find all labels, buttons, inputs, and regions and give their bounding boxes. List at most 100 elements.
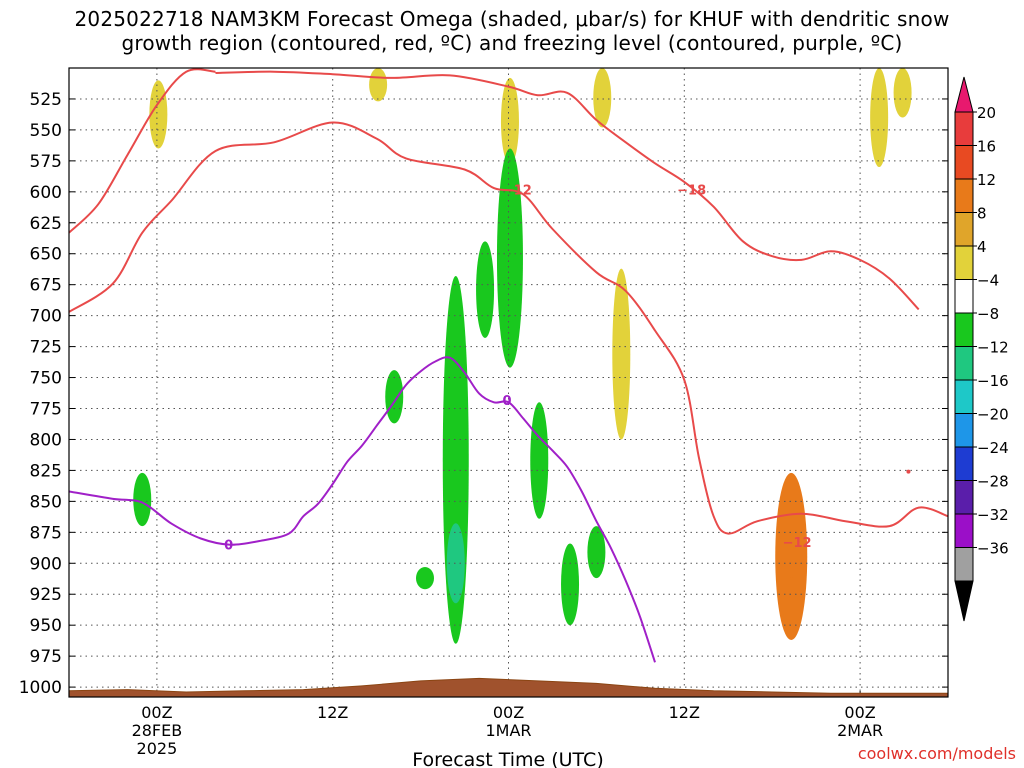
y-tick-label: 925: [30, 585, 62, 605]
colorbar-box: [954, 145, 974, 180]
colorbar-bottom-arrow: [954, 580, 974, 622]
y-tick-label: 800: [30, 430, 62, 450]
colorbar-label: 4: [977, 238, 987, 256]
y-tick-label: 625: [30, 214, 62, 234]
colorbar-box: [954, 212, 974, 247]
y-tick-label: 650: [30, 245, 62, 265]
chart-title-line-1: 2025022718 NAM3KM Forecast Omega (shaded…: [74, 7, 950, 31]
x-tick-date: 1MAR: [485, 721, 531, 740]
x-tick-label: 12Z: [317, 703, 348, 722]
omega-up-blob-8: [587, 526, 606, 579]
omega-up-blob-2: [415, 566, 434, 590]
y-tick-label: 1000: [19, 678, 62, 698]
colorbar-box: [954, 513, 974, 548]
x-tick-label: 00Z: [141, 703, 172, 722]
colorbar-label: −36: [977, 540, 1009, 558]
omega-down-blob-2: [500, 77, 519, 165]
colorbar-box: [954, 245, 974, 280]
omega-down-blob-0: [149, 80, 168, 149]
y-tick-label: 975: [30, 647, 62, 667]
contour-label: 0: [224, 539, 233, 554]
gridlines: [69, 68, 948, 697]
y-tick-label: 575: [30, 152, 62, 172]
omega-up-blob-6: [530, 402, 549, 519]
x-tick-year: 2025: [137, 739, 178, 758]
colorbar-label: 20: [977, 104, 996, 122]
omega-shading: [133, 68, 912, 644]
dgz-contour-dot: [906, 469, 911, 474]
colorbar-label: −32: [977, 506, 1009, 524]
y-tick-label: 750: [30, 369, 62, 389]
x-tick-date: 2MAR: [837, 721, 883, 740]
colorbar-label: −12: [977, 339, 1009, 357]
contour-label: 0: [503, 394, 512, 409]
y-tick-label: 725: [30, 338, 62, 358]
y-tick-label: 550: [30, 121, 62, 141]
terrain-shape: [69, 677, 948, 697]
omega-up-blob-1: [385, 370, 404, 424]
omega-down-core: [785, 513, 798, 578]
contour-label: −12: [503, 183, 532, 198]
colorbar-box: [954, 379, 974, 414]
x-tick-date: 28FEB: [132, 721, 183, 740]
colorbar-box: [954, 111, 974, 146]
contour-label: −18: [677, 183, 706, 198]
freezing-level-contour: [69, 356, 656, 663]
omega-up-blob-7: [561, 543, 580, 626]
contour-label: −12: [783, 536, 812, 551]
contour-labels: −18 −12 −12 0 0: [224, 183, 812, 554]
x-axis-title: Forecast Time (UTC): [412, 749, 603, 768]
y-tick-label: 825: [30, 461, 62, 481]
y-tick-label: 675: [30, 276, 62, 296]
y-tick-label: 775: [30, 400, 62, 420]
y-tick-label: 850: [30, 492, 62, 512]
colorbar: 20 16 12 8 4 −4 −8 −12 −16 −20 −24 −28 −32 −36: [954, 76, 1009, 622]
contour-lines: [69, 68, 948, 663]
x-tick-label: 00Z: [493, 703, 524, 722]
omega-up-blob-5: [496, 148, 523, 368]
dgz-contour-mid: [215, 70, 920, 311]
omega-up-blob-4: [476, 241, 495, 338]
y-tick-label: 600: [30, 183, 62, 203]
omega-down-blob-1: [369, 68, 388, 102]
colorbar-box: [954, 413, 974, 448]
colorbar-label: −8: [977, 305, 999, 323]
colorbar-box: [954, 346, 974, 381]
chart-title-line-2: growth region (contoured, red, ºC) and f…: [121, 31, 903, 55]
colorbar-label: −24: [977, 439, 1009, 457]
colorbar-label: −4: [977, 272, 999, 290]
omega-down-blob-6: [870, 68, 889, 168]
y-tick-label: 950: [30, 616, 62, 636]
colorbar-label: −28: [977, 473, 1009, 491]
dgz-contour-bottom: [69, 121, 948, 535]
y-axis-tick-labels: 525 550 575 600 625 650 675 700 725 750 775 800 825 8…: [19, 90, 62, 698]
y-tick-label: 525: [30, 90, 62, 110]
colorbar-top-arrow: [954, 76, 974, 113]
y-tick-label: 875: [30, 523, 62, 543]
colorbar-box: [954, 312, 974, 347]
credit-text: coolwx.com/models: [857, 744, 1016, 763]
omega-down-blob-3: [593, 68, 612, 128]
dgz-contour-top: [69, 68, 216, 234]
omega-down-blob-4: [612, 268, 631, 440]
colorbar-label: −20: [977, 406, 1009, 424]
colorbar-box: [954, 178, 974, 213]
y-tick-label: 700: [30, 307, 62, 327]
y-tick-label: 900: [30, 554, 62, 574]
colorbar-label: 12: [977, 171, 996, 189]
colorbar-box: [954, 547, 974, 582]
plot-frame: [68, 67, 949, 698]
colorbar-box: [954, 446, 974, 481]
x-tick-label: 00Z: [844, 703, 875, 722]
omega-up-blob-0: [133, 472, 152, 527]
omega-down-blob-7: [893, 68, 912, 118]
colorbar-label: −16: [977, 372, 1009, 390]
terrain-fill: [69, 677, 948, 697]
colorbar-box: [954, 480, 974, 515]
colorbar-box: [954, 279, 974, 314]
x-tick-label: 12Z: [669, 703, 700, 722]
colorbar-label: 16: [977, 138, 996, 156]
omega-up-core: [446, 523, 465, 604]
